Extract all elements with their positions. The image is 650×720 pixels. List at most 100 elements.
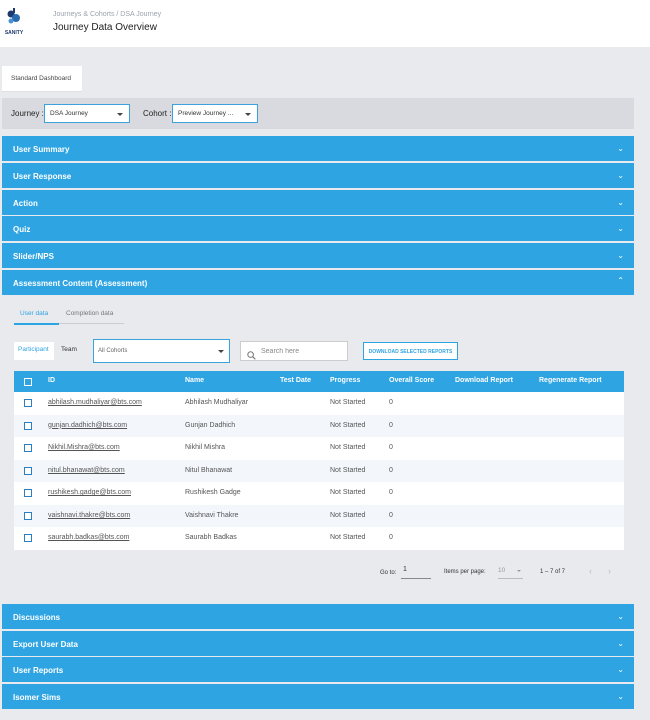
next-page-icon[interactable]: › <box>608 566 611 576</box>
goto-page-input[interactable]: 1 <box>401 566 431 579</box>
select-all-checkbox[interactable] <box>24 378 32 386</box>
items-per-page-value: 10 <box>498 567 506 574</box>
table-row: Nikhil.Mishra@bts.com Nikhil Mishra Not … <box>14 437 624 460</box>
cohort-select-value: Preview Journey ... <box>178 110 234 117</box>
toggle-participant[interactable]: Participant <box>14 342 54 360</box>
download-selected-reports-button[interactable]: DOWNLOAD SELECTED REPORTS <box>363 342 458 360</box>
table-row: vaishnavi.thakre@bts.com Vaishnavi Thakr… <box>14 504 624 527</box>
section-title: Slider/NPS <box>13 252 54 261</box>
section-title: User Response <box>13 172 72 181</box>
chevron-up-icon: ⌃ <box>617 276 624 285</box>
section-title: Discussions <box>13 613 61 622</box>
progress-status: Not Started <box>330 421 366 429</box>
section-title: Assessment Content (Assessment) <box>13 279 148 288</box>
row-checkbox[interactable] <box>24 489 32 497</box>
row-checkbox[interactable] <box>24 444 32 452</box>
participant-name: Abhilash Mudhaliyar <box>185 399 249 406</box>
column-header-name[interactable]: Name <box>185 377 205 384</box>
overall-score: 0 <box>389 466 393 474</box>
cohort-label: Cohort : <box>143 109 172 118</box>
toggle-team[interactable]: Team <box>61 346 77 353</box>
overall-score: 0 <box>389 534 393 541</box>
table-row: nitul.bhanawat@bts.com Nitul Bhanawat No… <box>14 459 624 482</box>
column-header-id[interactable]: ID <box>48 377 55 384</box>
active-subtab-indicator <box>14 323 59 325</box>
participant-email[interactable]: nitul.bhanawat@bts.com <box>48 466 125 474</box>
column-header-test-date[interactable]: Test Date <box>280 377 311 384</box>
subtab-user-data[interactable]: User data <box>20 310 49 317</box>
chevron-down-icon <box>218 350 224 353</box>
items-per-page-select[interactable]: 10 <box>498 567 523 579</box>
overall-score: 0 <box>389 489 393 496</box>
table-row: saurabh.badkas@bts.com Saurabh Badkas No… <box>14 527 624 550</box>
participant-name: Vaishnavi Thakre <box>185 511 239 519</box>
assessment-subtabs: User data Completion data <box>14 307 124 325</box>
chevron-down-icon <box>117 113 123 116</box>
row-checkbox[interactable] <box>24 534 32 542</box>
participant-email[interactable]: saurabh.badkas@bts.com <box>48 534 130 541</box>
participant-email[interactable]: abhilash.mudhaliyar@bts.com <box>48 399 142 406</box>
column-header-overall-score[interactable]: Overall Score <box>389 377 435 384</box>
journey-select-value: DSA Journey <box>50 110 88 117</box>
table-row: rushikesh.gadge@bts.com Rushikesh Gadge … <box>14 482 624 505</box>
section-title: Isomer Sims <box>13 693 61 702</box>
section-isomer-sims[interactable]: Isomer Sims ⌄ <box>2 684 634 709</box>
section-quiz[interactable]: Quiz ⌄ <box>2 216 634 241</box>
participants-table: ID Name Test Date Progress Overall Score… <box>14 371 624 550</box>
column-header-progress[interactable]: Progress <box>330 377 361 384</box>
section-user-summary[interactable]: User Summary ⌄ <box>2 136 634 161</box>
filter-bar: Journey : DSA Journey Cohort : Preview J… <box>2 98 634 129</box>
chevron-down-icon: ⌄ <box>617 639 624 648</box>
section-assessment-content[interactable]: Assessment Content (Assessment) ⌃ <box>2 270 634 295</box>
participant-email[interactable]: gunjan.dadhich@bts.com <box>48 421 128 429</box>
participant-team-toggle: Participant Team <box>14 342 84 360</box>
overall-score: 0 <box>389 444 393 451</box>
chevron-down-icon: ⌄ <box>617 224 624 233</box>
section-title: Action <box>13 199 38 208</box>
section-export-user-data[interactable]: Export User Data ⌄ <box>2 631 634 656</box>
row-checkbox[interactable] <box>24 511 32 520</box>
chevron-down-icon <box>245 113 251 116</box>
participant-email[interactable]: vaishnavi.thakre@bts.com <box>48 511 131 519</box>
table-row: abhilash.mudhaliyar@bts.com Abhilash Mud… <box>14 392 624 415</box>
items-per-page-label: Items per page: <box>444 569 486 575</box>
section-user-response[interactable]: User Response ⌄ <box>2 163 634 188</box>
participant-email[interactable]: rushikesh.gadge@bts.com <box>48 489 131 496</box>
chevron-down-icon: ⌄ <box>617 612 624 621</box>
participant-name: Nitul Bhanawat <box>185 466 233 474</box>
column-header-regenerate-report: Regenerate Report <box>539 377 602 384</box>
previous-page-icon[interactable]: ‹ <box>589 566 592 576</box>
section-title: Quiz <box>13 225 31 234</box>
cohort-select[interactable]: Preview Journey ... <box>172 104 258 123</box>
section-user-reports[interactable]: User Reports ⌄ <box>2 657 634 682</box>
row-checkbox[interactable] <box>24 399 32 407</box>
section-slider-nps[interactable]: Slider/NPS ⌄ <box>2 243 634 268</box>
participant-name: Rushikesh Gadge <box>185 489 241 496</box>
subtab-completion-data[interactable]: Completion data <box>66 310 114 317</box>
participant-email[interactable]: Nikhil.Mishra@bts.com <box>48 444 120 451</box>
pagination-range: 1 – 7 of 7 <box>540 569 566 575</box>
sanity-logo <box>5 6 23 42</box>
participant-name: Nikhil Mishra <box>185 444 226 451</box>
section-title: User Summary <box>13 145 70 154</box>
logo-text: SANITY <box>4 30 24 36</box>
progress-status: Not Started <box>330 466 366 474</box>
cohort-filter-select[interactable]: All Cohorts <box>93 339 230 363</box>
column-header-download-report: Download Report <box>455 377 513 384</box>
search-input[interactable] <box>261 345 345 358</box>
breadcrumb[interactable]: Journeys & Cohorts / DSA Journey <box>53 11 162 18</box>
page-title: Journey Data Overview <box>53 22 157 33</box>
row-checkbox[interactable] <box>24 421 32 430</box>
journey-select[interactable]: DSA Journey <box>44 104 130 123</box>
overall-score: 0 <box>389 511 393 519</box>
chevron-down-icon: ⌄ <box>617 692 624 701</box>
progress-status: Not Started <box>330 534 366 541</box>
goto-label: Go to: <box>380 570 397 576</box>
chevron-down-icon: ⌄ <box>617 251 624 260</box>
tab-standard-dashboard[interactable]: Standard Dashboard <box>2 66 82 92</box>
search-icon <box>247 347 256 365</box>
section-discussions[interactable]: Discussions ⌄ <box>2 604 634 629</box>
section-action[interactable]: Action ⌄ <box>2 190 634 215</box>
progress-status: Not Started <box>330 489 366 496</box>
row-checkbox[interactable] <box>24 466 32 475</box>
